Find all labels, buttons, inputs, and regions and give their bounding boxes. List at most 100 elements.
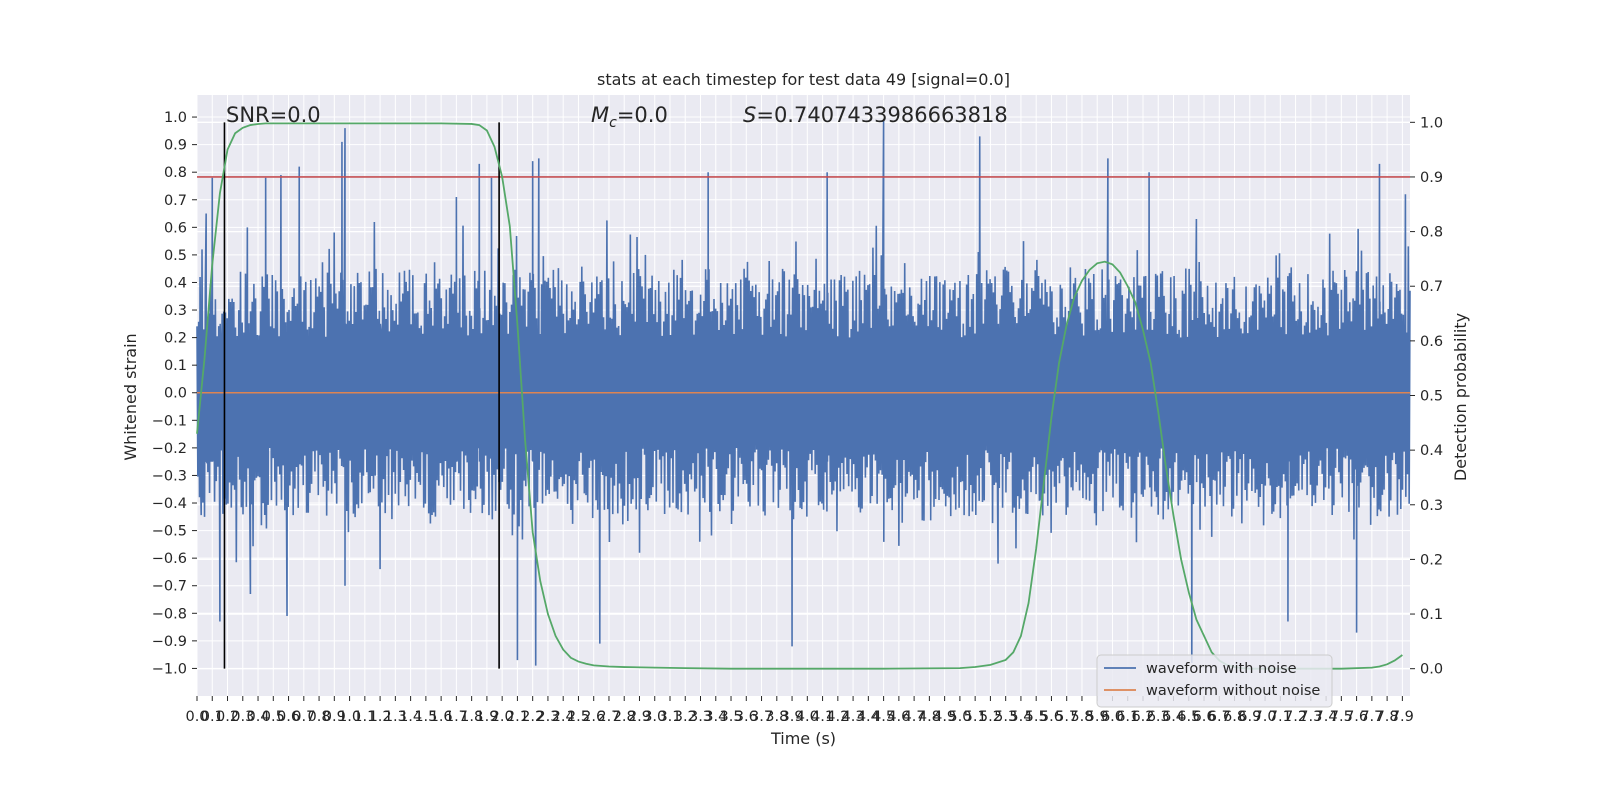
x-tick-label: 6.8 — [1223, 709, 1246, 725]
x-tick-label: 0.2 — [216, 709, 239, 725]
legend-label: waveform with noise — [1146, 661, 1297, 677]
legend: waveform with noise waveform without nois… — [1096, 654, 1333, 708]
x-tick-label: 0.0 — [185, 709, 208, 725]
snr-annotation: SNR=0.0 — [226, 103, 321, 127]
x-tick-label: 0.9 — [323, 709, 346, 725]
x-tick-label: 1.8 — [460, 709, 483, 725]
x-tick-label: 6.4 — [1162, 709, 1185, 725]
line-series — [196, 122, 1410, 670]
detection-probability-line — [196, 122, 1403, 670]
x-tick-label: 7.8 — [1376, 709, 1399, 725]
x-tick-label: 7.0 — [1254, 709, 1277, 725]
y-right-tick-label: 1.0 — [1420, 115, 1443, 131]
mc-subscript: c — [609, 115, 617, 131]
x-tick-label: 1.4 — [399, 709, 422, 725]
y-left-tick-label: −0.8 — [152, 606, 187, 622]
x-tick-label: 2.1 — [506, 709, 529, 725]
y-right-tick-label: 0.6 — [1420, 334, 1443, 350]
x-tick-label: 4.7 — [903, 709, 926, 725]
x-tick-label: 6.9 — [1238, 709, 1261, 725]
x-tick-label: 2.8 — [613, 709, 636, 725]
x-tick-label: 3.9 — [781, 709, 804, 725]
x-tick-label: 6.5 — [1177, 709, 1200, 725]
y-right-tick-label: 0.7 — [1420, 279, 1443, 295]
x-tick-label: 0.6 — [277, 709, 300, 725]
x-tick-label: 2.7 — [597, 709, 620, 725]
x-tick-label: 7.5 — [1330, 709, 1353, 725]
y-left-tick-label: −1.0 — [152, 661, 187, 677]
x-tick-label: 1.1 — [353, 709, 376, 725]
x-tick-label: 1.6 — [430, 709, 453, 725]
mc-annotation: Mc=0.0 — [591, 103, 668, 131]
x-tick-label: 5.2 — [979, 709, 1002, 725]
y-right-tick-label: 0.9 — [1420, 170, 1443, 186]
x-tick-label: 6.3 — [1147, 709, 1170, 725]
x-tick-label: 4.8 — [918, 709, 941, 725]
s-value: =0.7407433986663818 — [756, 103, 1007, 127]
x-tick-label: 6.6 — [1192, 709, 1215, 725]
x-axis-label: Time (s) — [770, 729, 836, 748]
y-left-tick-label: 0.9 — [164, 138, 187, 154]
mc-symbol: M — [591, 103, 609, 127]
x-tick-label: 1.2 — [369, 709, 392, 725]
x-tick-label: 0.4 — [247, 709, 270, 725]
y-left-tick-label: 0.3 — [164, 303, 187, 319]
x-tick-label: 4.2 — [826, 709, 849, 725]
x-tick-label: 6.0 — [1101, 709, 1124, 725]
x-tick-label: 5.1 — [964, 709, 987, 725]
x-tick-label: 3.1 — [658, 709, 681, 725]
x-tick-label: 3.4 — [704, 709, 727, 725]
y-right-tick-label: 0.5 — [1420, 389, 1443, 405]
s-annotation: S=0.7407433986663818 — [743, 103, 1008, 127]
y-left-tick-label: 0.1 — [164, 358, 187, 374]
y-right-tick-label: 0.1 — [1420, 607, 1443, 623]
x-tick-label: 4.6 — [887, 709, 910, 725]
y-left-tick-label: −0.9 — [152, 634, 187, 650]
x-tick-label: 3.6 — [735, 709, 758, 725]
x-tick-label: 0.7 — [292, 709, 315, 725]
x-tick-label: 2.5 — [567, 709, 590, 725]
y-left-tick-label: −0.5 — [152, 524, 187, 540]
x-tick-label: 4.9 — [933, 709, 956, 725]
y-right-tick-label: 0.2 — [1420, 552, 1443, 568]
legend-box — [1096, 654, 1333, 708]
x-tick-label: 0.1 — [201, 709, 224, 725]
x-tick-label: 7.3 — [1299, 709, 1322, 725]
x-tick-label: 2.3 — [536, 709, 559, 725]
x-tick-label: 7.2 — [1284, 709, 1307, 725]
x-tick-label: 4.3 — [842, 709, 865, 725]
y-left-tick-label: 0.5 — [164, 248, 187, 264]
x-tick-label: 3.2 — [674, 709, 697, 725]
y-left-tick-label: 0.6 — [164, 220, 187, 236]
x-tick-label: 5.7 — [1055, 709, 1078, 725]
x-tick-label: 1.3 — [384, 709, 407, 725]
x-tick-label: 6.2 — [1131, 709, 1154, 725]
y-right-tick-label: 0.3 — [1420, 498, 1443, 514]
x-tick-label: 0.3 — [231, 709, 254, 725]
chart-title: stats at each timestep for test data 49 … — [597, 70, 1010, 89]
x-tick-label: 3.0 — [643, 709, 666, 725]
y-left-tick-label: 0.7 — [164, 193, 187, 209]
x-tick-label: 2.4 — [552, 709, 575, 725]
y-right-tick-label: 0.4 — [1420, 443, 1443, 459]
x-tick-label: 2.2 — [521, 709, 544, 725]
axes: 0.00.10.20.30.40.50.60.70.80.91.01.11.21… — [152, 110, 1443, 725]
x-tick-label: 7.7 — [1360, 709, 1383, 725]
x-tick-label: 4.1 — [811, 709, 834, 725]
x-tick-label: 4.4 — [857, 709, 880, 725]
x-tick-label: 3.3 — [689, 709, 712, 725]
y-right-tick-label: 0.8 — [1420, 225, 1443, 241]
x-tick-label: 5.9 — [1086, 709, 1109, 725]
x-tick-label: 2.6 — [582, 709, 605, 725]
x-tick-label: 5.4 — [1009, 709, 1032, 725]
y-axis-label-left: Whitened strain — [121, 333, 140, 460]
y-left-tick-label: 0.4 — [164, 275, 187, 291]
x-tick-label: 5.0 — [948, 709, 971, 725]
y-left-tick-label: −0.1 — [152, 413, 187, 429]
x-tick-label: 6.7 — [1208, 709, 1231, 725]
y-left-tick-label: −0.3 — [152, 468, 187, 484]
y-left-tick-label: −0.6 — [152, 551, 187, 567]
x-tick-label: 7.9 — [1391, 709, 1414, 725]
x-tick-label: 7.1 — [1269, 709, 1292, 725]
